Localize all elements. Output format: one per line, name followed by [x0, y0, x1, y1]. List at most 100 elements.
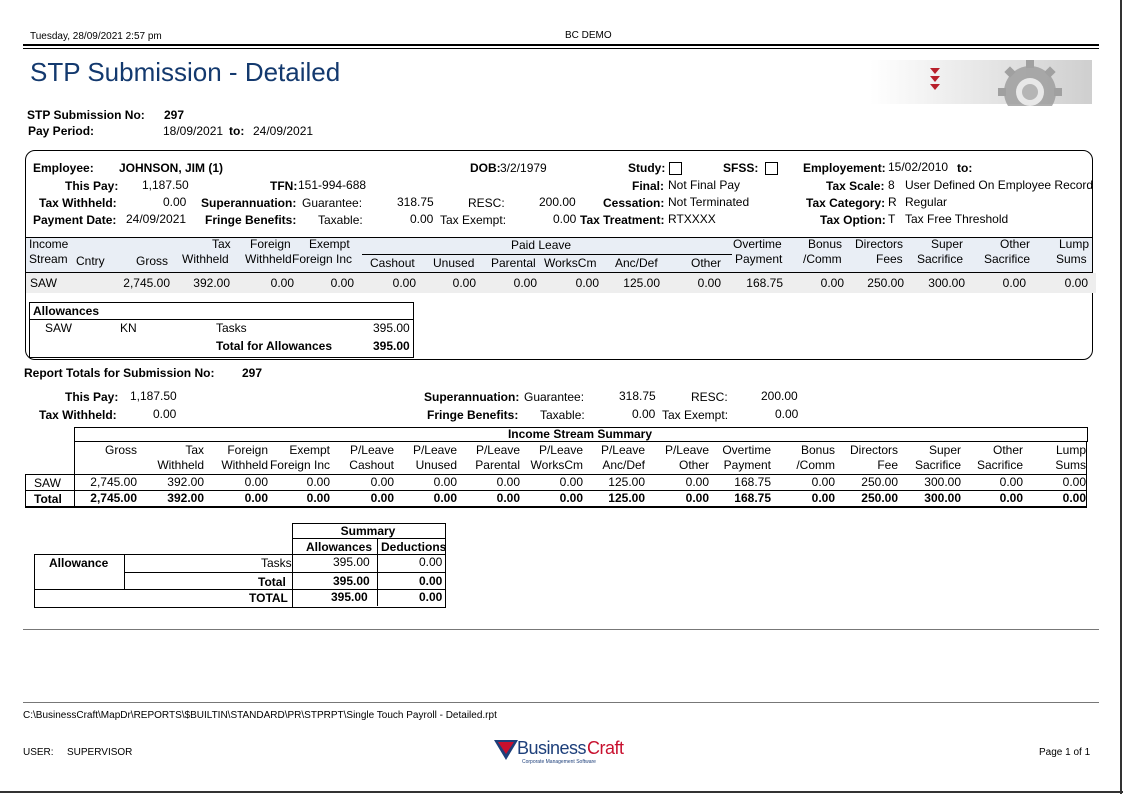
- logo-text-business: Business: [517, 738, 587, 758]
- detail-h-workscm: WorksCm: [544, 256, 597, 270]
- detail-h-stream: Stream: [29, 252, 68, 266]
- iss-total-cell: 0.00: [370, 491, 394, 505]
- iss-total-cell: 0.00: [685, 491, 709, 505]
- detail-h-ancdef: Anc/Def: [615, 256, 658, 270]
- tfn-value: 151-994-688: [298, 178, 367, 192]
- iss-header-line2: /Comm: [796, 458, 835, 472]
- detail-h-unused: Unused: [433, 256, 475, 270]
- iss-header-line1: Super: [928, 443, 961, 457]
- allowance-desc: Tasks: [216, 321, 247, 335]
- summary-row-label: Allowance: [49, 556, 109, 570]
- iss-saw-cell: 2,745.00: [90, 475, 137, 489]
- iss-total-cell: 0.00: [811, 491, 835, 505]
- detail-h-exempt1: Exempt: [309, 237, 350, 251]
- iss-header-line2: Unused: [415, 458, 457, 472]
- detail-cashout: 0.00: [392, 276, 416, 290]
- detail-h-exempt2: Foreign Inc: [292, 252, 353, 266]
- iss-header-line2: WorksCm: [530, 458, 583, 472]
- allowances-box: [29, 302, 414, 358]
- iss-saw-cell: 0.00: [306, 475, 330, 489]
- rt-resc-value: 200.00: [761, 389, 798, 403]
- detail-exempt: 0.00: [330, 276, 354, 290]
- detail-h-income: Income: [29, 237, 69, 251]
- report-file-path: C:\BusinessCraft\MapDr\REPORTS\$BUILTIN\…: [23, 710, 497, 721]
- cessation-label: Cessation:: [603, 196, 665, 210]
- submission-no-label: STP Submission No:: [27, 108, 145, 122]
- rt-this-pay-label: This Pay:: [65, 390, 119, 404]
- detail-header-band: [26, 237, 1092, 273]
- rt-guarantee-label: Guarantee:: [524, 390, 585, 404]
- employment-label: Employement:: [803, 161, 886, 175]
- footer-rule: [23, 702, 1099, 703]
- detail-h-lump2: Sums: [1056, 252, 1087, 266]
- allowances-title: Allowances: [33, 304, 100, 318]
- allowance-total-label: Total for Allowances: [216, 339, 333, 353]
- final-label: Final:: [632, 179, 664, 193]
- header-rule-thick: [23, 44, 1099, 46]
- iss-header-line1: P/Leave: [349, 443, 394, 457]
- tax-option-code: T: [888, 212, 896, 226]
- iss-header-line1: P/Leave: [412, 443, 457, 457]
- this-pay-label: This Pay:: [65, 179, 119, 193]
- tax-withheld-label: Tax Withheld:: [39, 196, 117, 210]
- page-bottom-edge: [0, 791, 1123, 793]
- employment-to-label: to:: [957, 161, 973, 175]
- detail-bonus: 0.00: [820, 276, 844, 290]
- taxable-value: 0.00: [410, 212, 434, 226]
- allowance-code: KN: [120, 321, 137, 335]
- summary-tasks-label: Tasks: [261, 556, 292, 570]
- iss-total-cell: 0.00: [244, 491, 268, 505]
- resc-label: RESC:: [468, 196, 505, 210]
- businesscraft-logo: Business Craft Corporate Management Soft…: [492, 738, 637, 768]
- iss-title-box: [74, 427, 1088, 442]
- detail-parental: 0.00: [513, 276, 537, 290]
- pay-period-from: 18/09/2021: [163, 124, 224, 138]
- iss-header-line2: Payment: [723, 458, 771, 472]
- summary-body-box: [34, 554, 446, 608]
- tax-treatment-label: Tax Treatment:: [580, 213, 665, 227]
- detail-h-tax1: Tax: [212, 237, 231, 251]
- detail-h-othersac1: Other: [1000, 237, 1031, 251]
- summary-total-allow: 395.00: [333, 574, 370, 588]
- iss-header-line1: P/Leave: [664, 443, 709, 457]
- iss-total-cell: 0.00: [559, 491, 583, 505]
- iss-saw-cell: 0.00: [433, 475, 457, 489]
- summary-total-ded: 0.00: [419, 574, 443, 588]
- iss-header-line1: Exempt: [289, 443, 330, 457]
- iss-header-line1: P/Leave: [600, 443, 645, 457]
- user-label: USER:: [23, 747, 54, 758]
- iss-header-line2: Parental: [475, 458, 520, 472]
- pay-period-to: 24/09/2021: [253, 124, 314, 138]
- iss-saw-cell: 168.75: [734, 475, 771, 489]
- iss-total-cell: 0.00: [433, 491, 457, 505]
- iss-header-line2: Sums: [1055, 458, 1086, 472]
- iss-title-rule: [74, 441, 1087, 442]
- final-value: Not Final Pay: [668, 178, 741, 192]
- summary-tasks-ded: 0.00: [419, 555, 443, 569]
- detail-h-foreign2: Withheld: [245, 252, 292, 266]
- paid-leave-other-rule: [688, 254, 720, 255]
- rt-guarantee-value: 318.75: [619, 389, 656, 403]
- iss-header-line1: Tax: [185, 443, 204, 457]
- iss-header-rule: [25, 474, 1087, 475]
- detail-h-overtime1: Overtime: [733, 237, 782, 251]
- rt-this-pay-value: 1,187.50: [130, 389, 177, 403]
- detail-stream: SAW: [30, 276, 57, 290]
- iss-total-cell: 0.00: [306, 491, 330, 505]
- iss-header-line2: Withheld: [221, 458, 268, 472]
- rt-taxable-value: 0.00: [632, 407, 656, 421]
- fringe-benefits-label: Fringe Benefits:: [205, 213, 297, 227]
- detail-tax: 392.00: [193, 276, 230, 290]
- guarantee-value: 318.75: [397, 195, 434, 209]
- rt-fringe-label: Fringe Benefits:: [427, 408, 519, 422]
- detail-gross: 2,745.00: [123, 276, 170, 290]
- logo-tagline: Corporate Management Software: [522, 759, 596, 765]
- detail-h-gross: Gross: [136, 254, 169, 268]
- allowances-title-rule: [29, 319, 413, 320]
- summary-h-allowances: Allowances: [306, 540, 373, 554]
- paid-leave-rule: [362, 254, 732, 255]
- iss-saw-cell: 0.00: [244, 475, 268, 489]
- employee-label: Employee:: [33, 161, 94, 175]
- iss-saw-cell: 0.00: [1062, 475, 1086, 489]
- businesscraft-swoosh-icon: [494, 740, 518, 760]
